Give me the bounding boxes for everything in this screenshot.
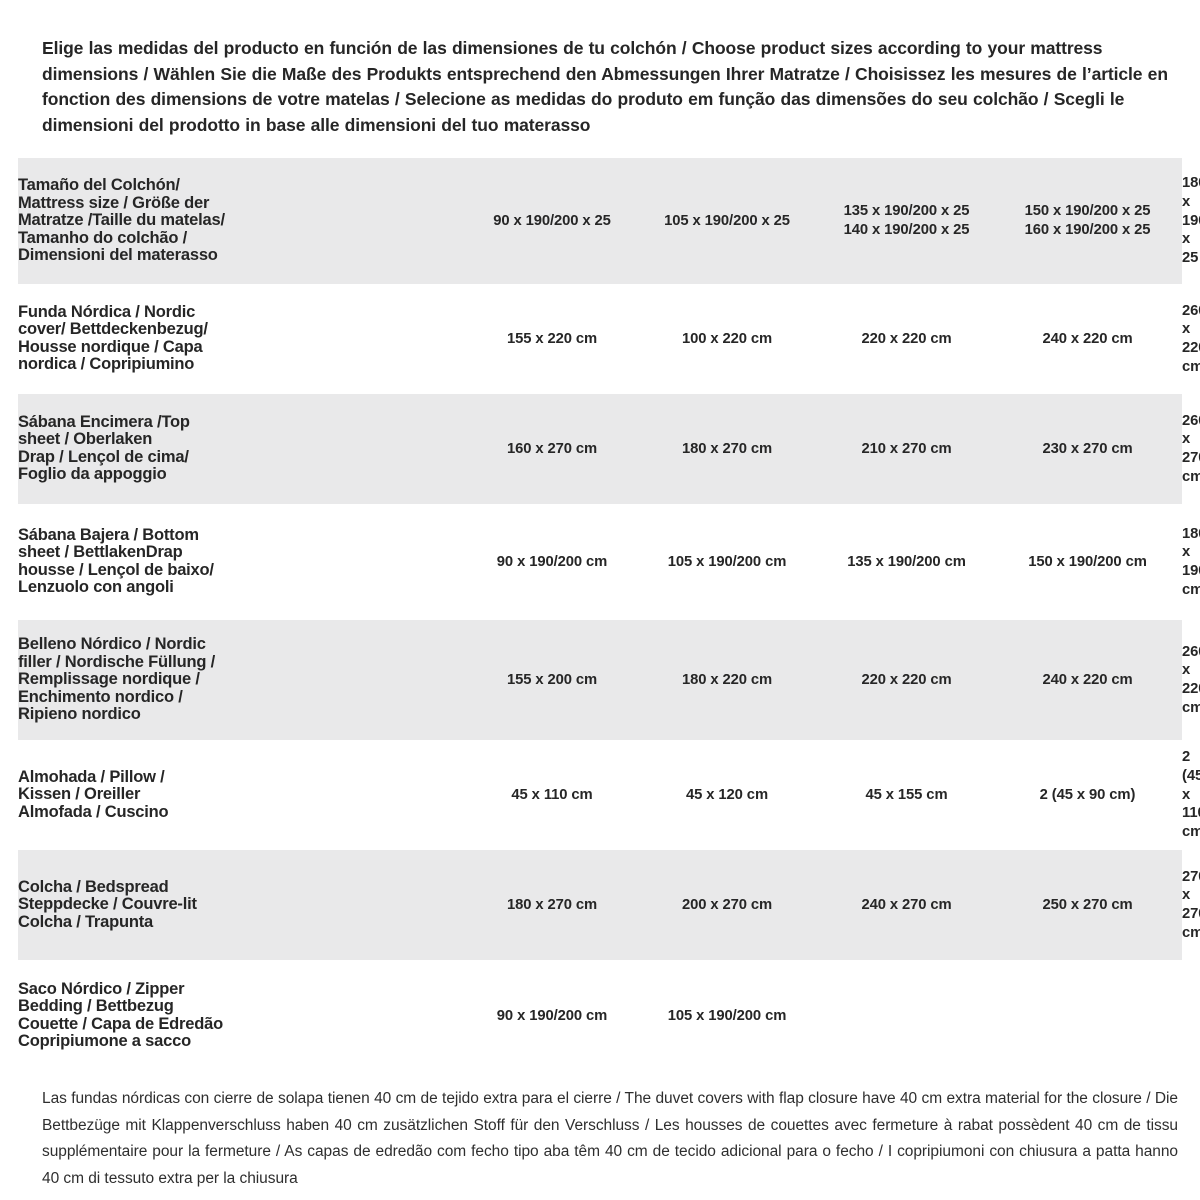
row-value-3: 210 x 270 cm <box>820 393 993 504</box>
row-value-1: 45 x 110 cm <box>470 739 634 850</box>
row-value-3 <box>820 959 993 1072</box>
table-header-row: Tamaño del Colchón/ Mattress size / Größ… <box>18 157 1200 284</box>
row-label-line-2: Steppdecke / Couvre-lit <box>18 895 197 914</box>
row-label-cell: Sábana Encimera /Top sheet / Oberlaken D… <box>18 393 470 504</box>
row-value-1: 160 x 270 cm <box>470 393 634 504</box>
row-label-line-2: cover/ Bettdeckenbezug/ <box>18 320 208 339</box>
row-value-2: 105 x 190/200 cm <box>634 503 820 620</box>
row-label-line-3: Colcha / Trapunta <box>18 912 154 931</box>
row-label-cell: Funda Nórdica / Nordic cover/ Bettdecken… <box>18 283 470 394</box>
row-value-1: 90 x 190/200 cm <box>470 503 634 620</box>
row-label-line-1: Colcha / Bedspread <box>18 877 169 896</box>
header-label-line-5: Dimensioni del materasso <box>18 246 218 265</box>
row-label-line-2: filler / Nordische Füllung / <box>18 652 216 671</box>
header-label-line-1: Tamaño del Colchón/ <box>18 176 180 195</box>
row-label-line-1: Funda Nórdica / Nordic <box>18 302 196 321</box>
header-col-4: 150 x 190/200 x 25 160 x 190/200 x 25 <box>993 157 1182 284</box>
row-label-lines: Saco Nórdico / Zipper Bedding / Bettbezu… <box>18 979 470 1051</box>
footnote-paragraph: Las fundas nórdicas con cierre de solapa… <box>42 1089 1178 1187</box>
row-label-line-4: Copripiumone a sacco <box>18 1032 191 1051</box>
row-value-4: 240 x 220 cm <box>993 619 1182 740</box>
row-label-lines: Belleno Nórdico / Nordic filler / Nordis… <box>18 635 470 724</box>
row-label-line-4: Enchimento nordico / <box>18 687 183 706</box>
size-table-container: Tamaño del Colchón/ Mattress size / Größ… <box>18 157 1200 1072</box>
row-value-1: 155 x 200 cm <box>470 619 634 740</box>
table-row: Almohada / Pillow / Kissen / Oreiller Al… <box>18 739 1200 850</box>
row-label-line-5: Ripieno nordico <box>18 705 141 724</box>
row-value-2: 180 x 220 cm <box>634 619 820 740</box>
row-value-4: 2 (45 x 90 cm) <box>993 739 1182 850</box>
footnote-text: Las fundas nórdicas con cierre de solapa… <box>42 1086 1178 1193</box>
row-value-3: 45 x 155 cm <box>820 739 993 850</box>
row-label-line-3: Almofada / Cuscino <box>18 802 169 821</box>
table-row: Sábana Encimera /Top sheet / Oberlaken D… <box>18 393 1200 504</box>
row-value-2: 105 x 190/200 cm <box>634 959 820 1072</box>
row-label-line-1: Belleno Nórdico / Nordic <box>18 635 206 654</box>
row-label-line-3: Couette / Capa de Edredão <box>18 1014 223 1033</box>
row-label-line-4: Lenzuolo con angoli <box>18 578 174 597</box>
row-value-1: 180 x 270 cm <box>470 849 634 960</box>
row-label-line-3: housse / Lençol de baixo/ <box>18 560 214 579</box>
row-value-4: 230 x 270 cm <box>993 393 1182 504</box>
row-label-lines: Almohada / Pillow / Kissen / Oreiller Al… <box>18 767 470 821</box>
row-label-cell: Sábana Bajera / Bottom sheet / Bettlaken… <box>18 503 470 620</box>
row-value-2: 100 x 220 cm <box>634 283 820 394</box>
table-row: Funda Nórdica / Nordic cover/ Bettdecken… <box>18 283 1200 394</box>
row-label-line-3: Drap / Lençol de cima/ <box>18 447 189 466</box>
row-value-3: 240 x 270 cm <box>820 849 993 960</box>
row-value-3: 220 x 220 cm <box>820 283 993 394</box>
header-label-line-2: Mattress size / Größe der <box>18 193 210 212</box>
table-row: Sábana Bajera / Bottom sheet / Bettlaken… <box>18 503 1200 620</box>
row-value-1: 155 x 220 cm <box>470 283 634 394</box>
row-label-line-4: nordica / Copripiumino <box>18 355 195 374</box>
row-value-2: 180 x 270 cm <box>634 393 820 504</box>
row-label-line-3: Housse nordique / Capa <box>18 337 203 356</box>
row-value-4 <box>993 959 1182 1072</box>
intro-paragraph: Elige las medidas del producto en funció… <box>42 38 1168 136</box>
row-label-line-3: Remplissage nordique / <box>18 670 200 689</box>
mattress-size-table: Tamaño del Colchón/ Mattress size / Größ… <box>18 157 1200 1072</box>
table-body: Tamaño del Colchón/ Mattress size / Größ… <box>18 157 1200 1072</box>
row-label-line-2: sheet / BettlakenDrap <box>18 543 183 562</box>
header-label-line-3: Matratze /Taille du matelas/ <box>18 211 225 230</box>
header-label-lines: Tamaño del Colchón/ Mattress size / Größ… <box>18 176 470 265</box>
header-label-cell: Tamaño del Colchón/ Mattress size / Größ… <box>18 157 470 284</box>
row-label-line-4: Foglio da appoggio <box>18 465 167 484</box>
row-label-cell: Almohada / Pillow / Kissen / Oreiller Al… <box>18 739 470 850</box>
row-label-lines: Funda Nórdica / Nordic cover/ Bettdecken… <box>18 302 470 374</box>
row-value-2: 45 x 120 cm <box>634 739 820 850</box>
row-value-4: 150 x 190/200 cm <box>993 503 1182 620</box>
row-label-line-2: Bedding / Bettbezug <box>18 997 174 1016</box>
row-label-line-2: Kissen / Oreiller <box>18 785 141 804</box>
row-value-2: 200 x 270 cm <box>634 849 820 960</box>
header-col-1: 90 x 190/200 x 25 <box>470 157 634 284</box>
row-label-lines: Colcha / Bedspread Steppdecke / Couvre-l… <box>18 877 470 931</box>
row-label-lines: Sábana Encimera /Top sheet / Oberlaken D… <box>18 412 470 484</box>
row-label-line-1: Almohada / Pillow / <box>18 767 165 786</box>
table-row: Colcha / Bedspread Steppdecke / Couvre-l… <box>18 849 1200 960</box>
header-col-3: 135 x 190/200 x 25 140 x 190/200 x 25 <box>820 157 993 284</box>
row-label-line-1: Sábana Encimera /Top <box>18 412 190 431</box>
table-row: Saco Nórdico / Zipper Bedding / Bettbezu… <box>18 959 1182 1072</box>
row-label-line-1: Saco Nórdico / Zipper <box>18 979 185 998</box>
row-value-1: 90 x 190/200 cm <box>470 959 634 1072</box>
row-label-cell: Belleno Nórdico / Nordic filler / Nordis… <box>18 619 470 740</box>
row-value-4: 250 x 270 cm <box>993 849 1182 960</box>
row-value-3: 135 x 190/200 cm <box>820 503 993 620</box>
row-label-lines: Sábana Bajera / Bottom sheet / Bettlaken… <box>18 525 470 597</box>
header-label-line-4: Tamanho do colchão / <box>18 228 187 247</box>
table-row: Belleno Nórdico / Nordic filler / Nordis… <box>18 619 1200 740</box>
row-value-4: 240 x 220 cm <box>993 283 1182 394</box>
row-label-cell: Saco Nórdico / Zipper Bedding / Bettbezu… <box>18 959 470 1072</box>
row-value-3: 220 x 220 cm <box>820 619 993 740</box>
row-label-cell: Colcha / Bedspread Steppdecke / Couvre-l… <box>18 849 470 960</box>
row-label-line-1: Sábana Bajera / Bottom <box>18 525 199 544</box>
header-col-2: 105 x 190/200 x 25 <box>634 157 820 284</box>
row-label-line-2: sheet / Oberlaken <box>18 430 153 449</box>
